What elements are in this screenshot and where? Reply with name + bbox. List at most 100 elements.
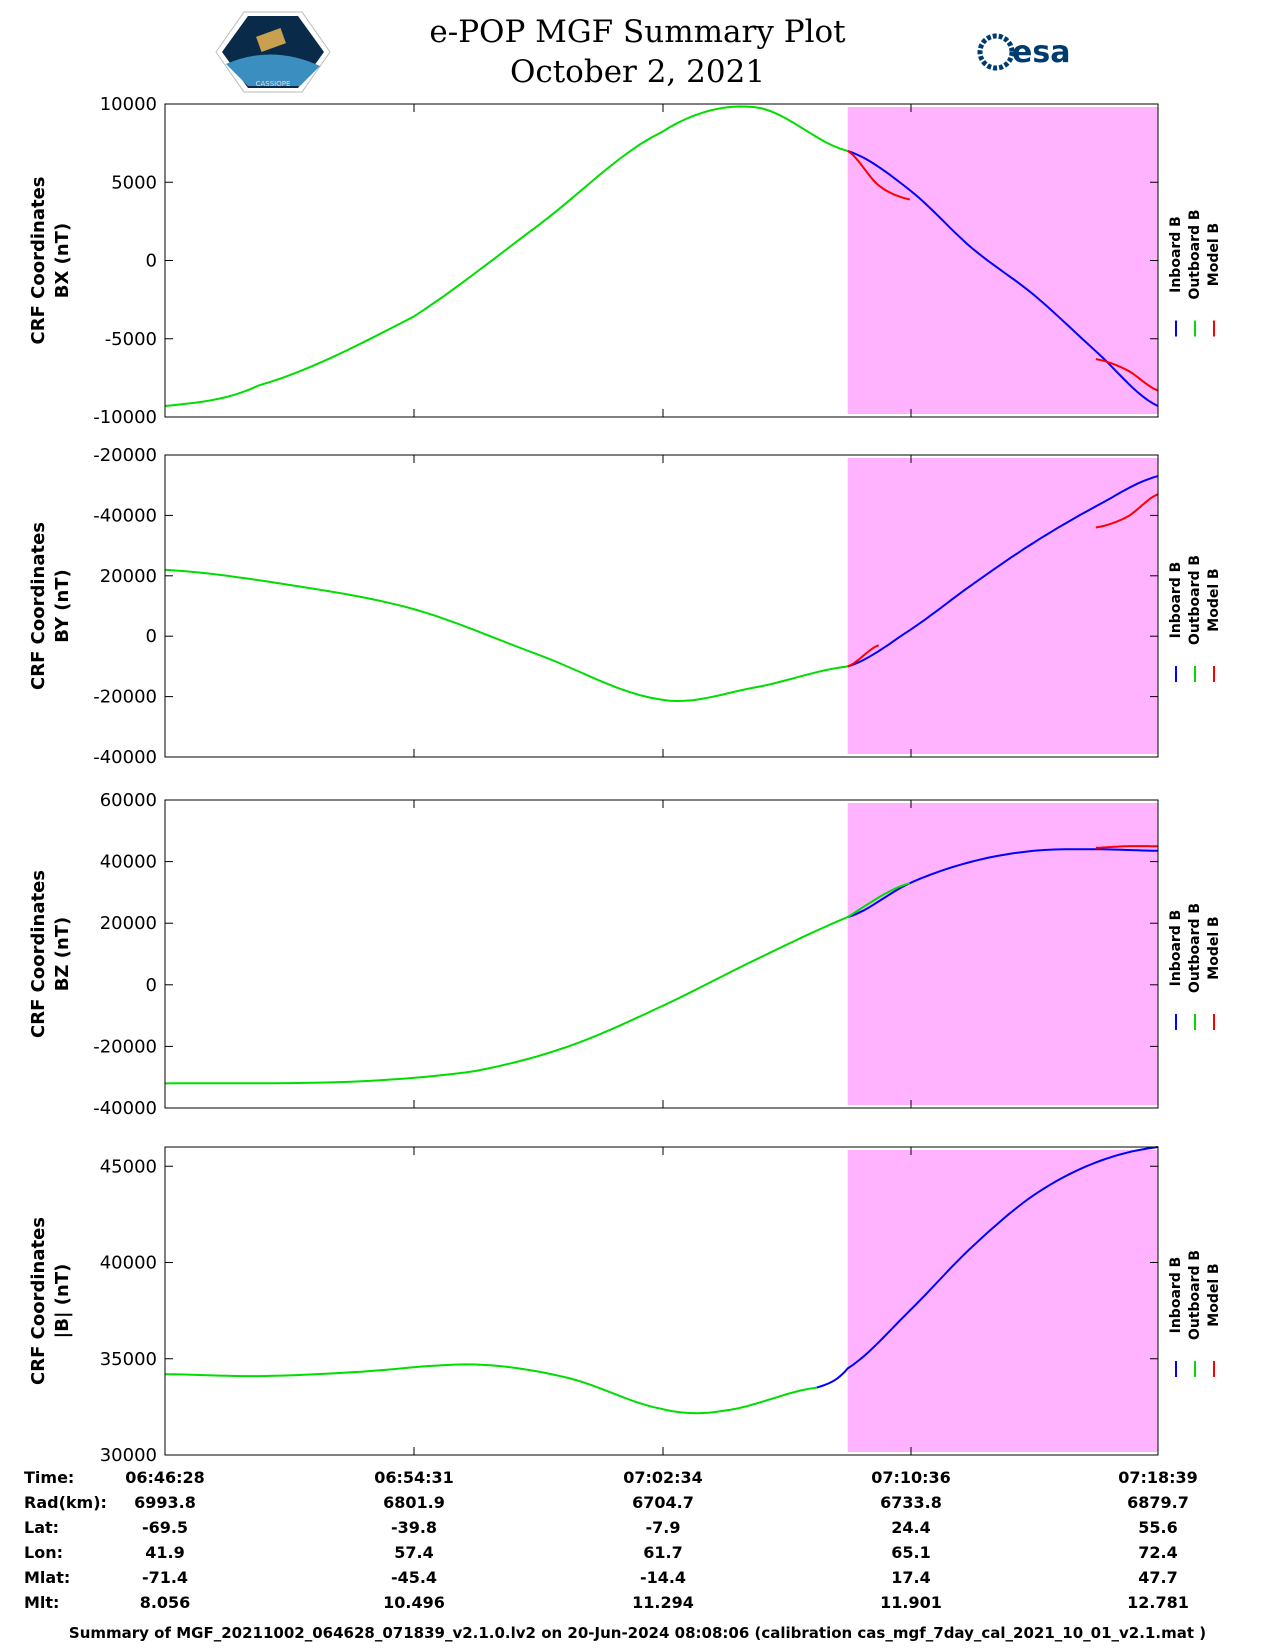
- info-value: -45.4: [391, 1568, 437, 1587]
- legend-label: Inboard B: [1168, 1257, 1184, 1334]
- legend-label: Inboard B: [1168, 910, 1184, 987]
- info-row-label: Lon:: [24, 1543, 63, 1562]
- info-value: 07:02:34: [623, 1468, 703, 1487]
- info-value: 72.4: [1138, 1543, 1177, 1562]
- info-value: 65.1: [891, 1543, 930, 1562]
- y-tick-label: -5000: [105, 329, 157, 350]
- legend-label: Model B: [1206, 916, 1222, 979]
- y-tick-label: 10000: [100, 94, 157, 115]
- esa-logo-text: esa: [1012, 35, 1070, 70]
- y-tick-label: 45000: [100, 1156, 157, 1177]
- info-value: 57.4: [394, 1543, 433, 1562]
- legend-label: Outboard B: [1187, 555, 1203, 645]
- y-tick-label: -10000: [93, 407, 157, 428]
- y-tick-label: 20000: [100, 913, 157, 934]
- y-axis-label: BY (nT): [52, 569, 73, 643]
- plot-frame: [164, 799, 1159, 1109]
- y-tick-label: -40000: [93, 505, 157, 526]
- plot-frame: [164, 454, 1159, 758]
- highlight-region: [847, 803, 1158, 1105]
- info-value: 07:10:36: [871, 1468, 951, 1487]
- y-axis-label: CRF Coordinates: [28, 177, 49, 345]
- plot-frame: [164, 1146, 1159, 1456]
- y-axis-label: CRF Coordinates: [28, 870, 49, 1038]
- info-value: -7.9: [646, 1518, 681, 1537]
- y-tick-label: -40000: [93, 1098, 157, 1119]
- series-inboard-b-line: [847, 848, 1159, 918]
- y-tick-label: 40000: [100, 852, 157, 873]
- info-value: -39.8: [391, 1518, 437, 1537]
- y-axis-label: |B| (nT): [52, 1264, 73, 1339]
- y-tick-label: 5000: [111, 172, 157, 193]
- info-value: 12.781: [1127, 1593, 1189, 1612]
- y-tick-label: 60000: [100, 790, 157, 811]
- panel-2: -20000 -40000 20000 0 -20000 -40000 CRF Coordi…: [28, 445, 1222, 768]
- info-value: 10.496: [383, 1593, 445, 1612]
- highlight-region: [847, 107, 1158, 414]
- info-row-label: Mlt:: [24, 1593, 59, 1612]
- info-value: 41.9: [145, 1543, 184, 1562]
- info-value: 6801.9: [383, 1493, 445, 1512]
- legend-label: Model B: [1206, 568, 1222, 631]
- info-value: 6704.7: [632, 1493, 694, 1512]
- highlight-region: [847, 458, 1158, 754]
- info-row-label: Mlat:: [24, 1568, 70, 1587]
- info-value: -71.4: [142, 1568, 188, 1587]
- y-axis-label: BX (nT): [52, 223, 73, 298]
- series-outboard-b-line: [164, 882, 911, 1085]
- legend-label: Model B: [1206, 1263, 1222, 1326]
- legend-label: Outboard B: [1187, 1250, 1203, 1340]
- esa-logo: esa: [977, 33, 1070, 71]
- y-tick-label: -20000: [93, 1036, 157, 1057]
- series-inboard-b-line: [816, 1146, 1159, 1389]
- y-tick-label: 0: [146, 975, 157, 996]
- series-outboard-b-line: [164, 568, 848, 703]
- info-value: 55.6: [1138, 1518, 1177, 1537]
- y-tick-label: 20000: [100, 566, 157, 587]
- y-tick-label: -40000: [93, 747, 157, 768]
- y-tick-label: -20000: [93, 445, 157, 466]
- series-model-b-line: [1095, 845, 1158, 849]
- panel-3: 60000 40000 20000 0 -20000 -40000 CRF Coordina…: [28, 790, 1222, 1119]
- footer-caption: Summary of MGF_20211002_064628_071839_v2…: [68, 1624, 1207, 1642]
- info-value: 06:46:28: [125, 1468, 205, 1487]
- y-axis-label: CRF Coordinates: [28, 1217, 49, 1385]
- info-row-label: Lat:: [24, 1518, 59, 1537]
- info-value: 11.294: [632, 1593, 694, 1612]
- legend-label: Inboard B: [1168, 562, 1184, 639]
- plot-date: October 2, 2021: [509, 54, 766, 90]
- series-model-b-line: [1095, 358, 1159, 392]
- info-value: -14.4: [640, 1568, 686, 1587]
- legend-label: Outboard B: [1187, 209, 1203, 299]
- info-value: 6733.8: [880, 1493, 942, 1512]
- series-model-b-line: [1095, 493, 1159, 529]
- info-value: 6993.8: [134, 1493, 196, 1512]
- info-value: 07:18:39: [1118, 1468, 1198, 1487]
- info-value: 06:54:31: [374, 1468, 454, 1487]
- y-tick-label: 40000: [100, 1253, 157, 1274]
- y-tick-label: 0: [146, 251, 157, 272]
- series-outboard-b-line: [164, 105, 848, 407]
- logo-left-label: CASSIOPE: [256, 80, 291, 88]
- plot-title: e-POP MGF Summary Plot: [429, 14, 846, 50]
- info-row-label: Rad(km):: [24, 1493, 107, 1512]
- legend-label: Outboard B: [1187, 903, 1203, 993]
- info-value: 6879.7: [1127, 1493, 1189, 1512]
- series-outboard-b-line: [164, 1363, 817, 1415]
- info-value: 11.901: [880, 1593, 942, 1612]
- panel-1: 10000 5000 0 -5000 -10000 CRF Coordinates BX (…: [28, 94, 1222, 428]
- series-model-b-line: [847, 644, 880, 668]
- highlight-region: [847, 1150, 1158, 1452]
- info-value: 47.7: [1138, 1568, 1177, 1587]
- info-row-label: Time:: [24, 1468, 74, 1487]
- y-axis-label: CRF Coordinates: [28, 522, 49, 690]
- cassiope-logo: CASSIOPE: [215, 11, 331, 93]
- y-axis-label: BZ (nT): [52, 917, 73, 992]
- info-value: 8.056: [140, 1593, 191, 1612]
- info-value: 17.4: [891, 1568, 930, 1587]
- info-value: 24.4: [891, 1518, 930, 1537]
- legend-label: Model B: [1206, 223, 1222, 286]
- legend-label: Inboard B: [1168, 216, 1184, 293]
- info-value: -69.5: [142, 1518, 188, 1537]
